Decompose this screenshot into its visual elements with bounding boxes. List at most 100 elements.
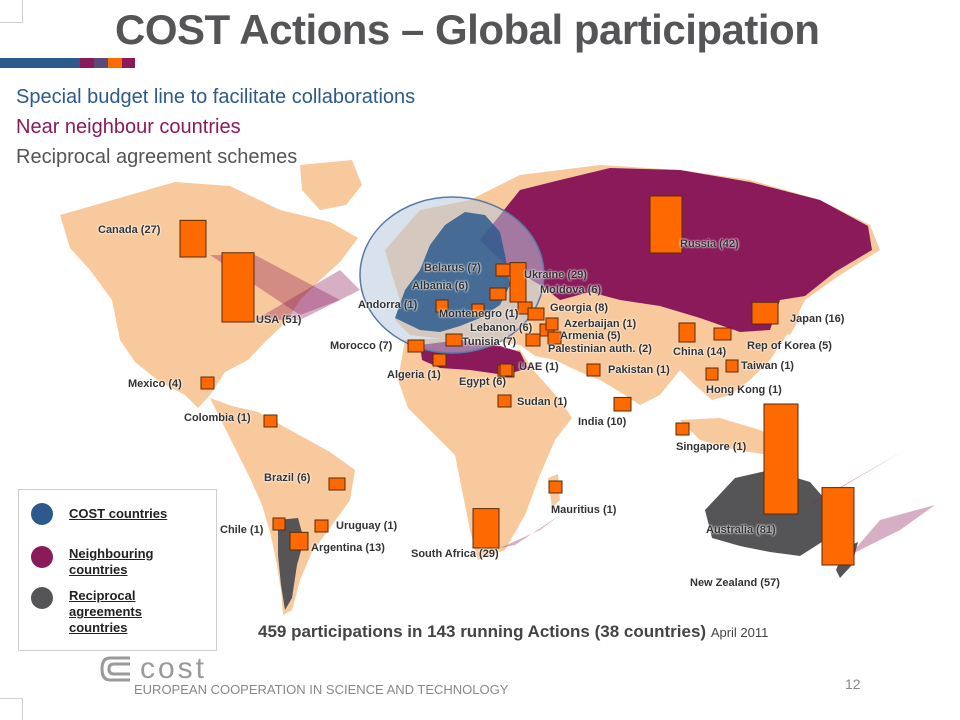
bar-russia — [649, 195, 683, 254]
legend-dot-cost — [31, 503, 53, 525]
bar-mauritius — [548, 480, 563, 494]
subtitle-line-2: Near neighbour countries — [16, 116, 241, 138]
north-america-shape — [60, 182, 358, 408]
accent-segment — [80, 58, 94, 68]
accent-segment — [122, 58, 135, 68]
cost-logo-icon — [100, 656, 130, 682]
legend-dot-neighbour — [31, 546, 53, 568]
bar-algeria — [432, 353, 447, 367]
label-algeria: Algeria (1) — [387, 369, 441, 381]
bar-rep-of-korea — [713, 327, 732, 341]
label-australia: Australia (81) — [706, 524, 776, 536]
bar-uae — [499, 363, 513, 377]
summary-date: April 2011 — [710, 625, 769, 640]
bar-australia — [763, 403, 799, 515]
bar-montenegro — [471, 303, 485, 317]
label-belarus: Belarus (7) — [424, 262, 481, 274]
label-sudan: Sudan (1) — [517, 396, 568, 408]
label-taiwan: Taiwan (1) — [741, 360, 794, 372]
legend: COST countries Neighbouring countries Re… — [18, 489, 217, 651]
summary-text: 459 participations in 143 running Action… — [258, 622, 768, 642]
label-japan: Japan (16) — [790, 313, 845, 325]
bar-argentina — [289, 531, 309, 551]
corner-mark-top — [0, 0, 23, 23]
page-number: 12 — [845, 676, 861, 692]
subtitle-line-1: Special budget line to facilitate collab… — [16, 86, 416, 108]
africa-shape — [398, 338, 572, 560]
cost-region — [395, 212, 510, 332]
accent-strip — [0, 58, 135, 68]
accent-segment — [94, 58, 108, 68]
label-usa: USA (51) — [256, 314, 302, 326]
bar-pakistan — [586, 363, 601, 377]
label-russia: Russia (42) — [680, 238, 739, 250]
label-india: India (10) — [578, 416, 627, 428]
label-south-africa: South Africa (29) — [411, 548, 499, 560]
slide-title: COST Actions – Global participation — [115, 6, 820, 53]
logo-tagline: EUROPEAN COOPERATION IN SCIENCE AND TECH… — [134, 682, 509, 697]
accent-segment — [108, 58, 122, 68]
label-singapore: Singapore (1) — [676, 441, 747, 453]
legend-dot-reciprocal — [31, 587, 53, 609]
bar-tunisia — [445, 333, 463, 347]
label-chile: Chile (1) — [220, 524, 264, 536]
label-new-zealand: New Zealand (57) — [690, 577, 780, 589]
bar-brazil — [328, 477, 346, 491]
label-egypt: Egypt (6) — [459, 376, 507, 388]
label-uruguay: Uruguay (1) — [336, 520, 398, 532]
legend-label-reciprocal: Reciprocal agreements countries — [69, 588, 142, 635]
summary-main: 459 participations in 143 running Action… — [258, 622, 707, 641]
subtitle-line-3: Reciprocal agreement schemes — [16, 146, 298, 168]
label-mexico: Mexico (4) — [128, 378, 182, 390]
label-lebanon: Lebanon (6) — [470, 322, 533, 334]
bar-new-zealand — [821, 487, 855, 566]
label-argentina: Argentina (13) — [311, 542, 385, 554]
logo-name: cost — [140, 652, 208, 685]
label-brazil: Brazil (6) — [264, 472, 311, 484]
accent-segment — [0, 58, 80, 68]
label-china: China (14) — [673, 346, 727, 358]
bar-sudan — [497, 394, 512, 408]
south-america-shape — [210, 398, 355, 615]
label-hong-kong: Hong Kong (1) — [706, 384, 782, 396]
bar-taiwan — [725, 359, 739, 373]
label-tunisia: Tunisia (7) — [462, 336, 517, 348]
japan-shape — [778, 295, 800, 335]
label-albania: Albania (6) — [412, 280, 469, 292]
label-pakistan: Pakistan (1) — [608, 364, 670, 376]
label-azerbaijan: Azerbaijan (1) — [564, 318, 637, 330]
bar-azerbaijan — [545, 317, 559, 331]
label-canada: Canada (27) — [98, 224, 161, 236]
label-georgia: Georgia (8) — [550, 302, 609, 314]
bar-canada — [179, 219, 207, 258]
bar-india — [613, 396, 632, 412]
label-morocco: Morocco (7) — [330, 340, 393, 352]
corner-mark-bottom — [0, 698, 23, 720]
bar-morocco — [407, 339, 425, 353]
legend-label-cost: COST countries — [69, 506, 168, 521]
bar-georgia — [527, 307, 545, 321]
label-uae: UAE (1) — [519, 361, 559, 373]
bar-andorra — [435, 299, 449, 313]
label-armenia: Armenia (5) — [560, 330, 621, 342]
legend-label-neighbour: Neighbouring countries — [69, 546, 154, 577]
se-asia-islands-shape — [680, 418, 790, 455]
label-moldova: Moldova (6) — [540, 284, 602, 296]
bar-china — [678, 322, 696, 343]
label-andorra: Andorra (1) — [358, 299, 418, 311]
label-montenegro: Montenegro (1) — [439, 308, 519, 320]
bar-singapore — [675, 422, 690, 436]
label-rep-of-korea: Rep of Korea (5) — [747, 340, 832, 352]
label-colombia: Colombia (1) — [184, 412, 251, 424]
label-ukraine: Ukraine (29) — [524, 269, 587, 281]
bar-japan — [751, 301, 779, 325]
bar-colombia — [263, 414, 278, 428]
bar-usa — [221, 252, 255, 323]
bar-palestinian-auth- — [547, 331, 562, 345]
bar-south-africa — [472, 508, 500, 549]
bar-uruguay — [314, 519, 329, 533]
bar-chile — [272, 517, 286, 531]
label-palestinian-auth-: Palestinian auth. (2) — [548, 343, 652, 355]
participation-bars — [179, 195, 855, 566]
